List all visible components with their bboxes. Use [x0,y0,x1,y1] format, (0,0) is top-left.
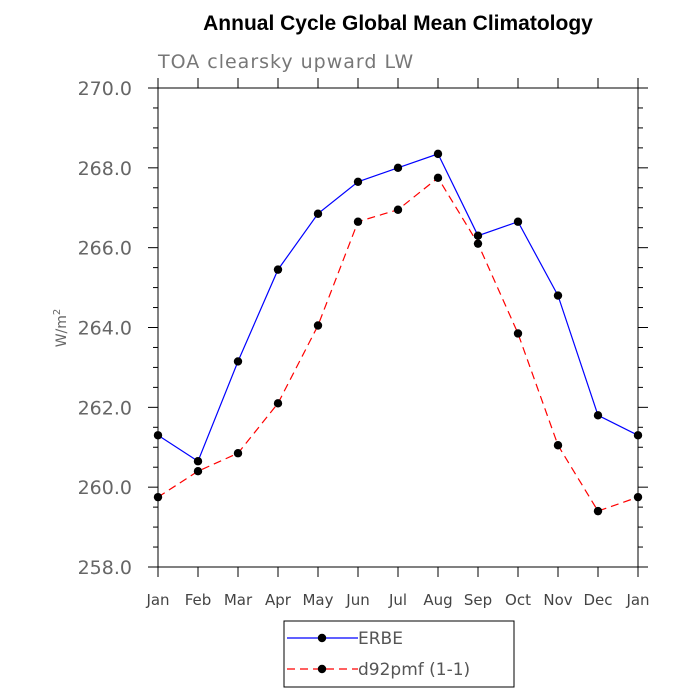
legend-marker-2 [317,664,327,674]
y-tick-label: 258.0 [78,557,132,579]
plot-frame [157,87,639,568]
x-tick-label: Jan [145,591,169,609]
data-point [193,467,203,476]
legend-label-2: d92pmf (1-1) [358,660,470,680]
x-tick-label: Apr [265,591,292,609]
series-line-1 [157,153,639,463]
data-point [513,217,523,226]
x-tick-label: May [302,591,333,609]
legend-label-1: ERBE [358,629,403,649]
y-axis-label-superscript: 2 [52,309,63,315]
data-point [273,399,283,408]
data-point [473,231,483,240]
y-tick-label: 270.0 [78,78,132,100]
data-point [553,441,563,450]
data-point [233,449,243,458]
x-tick-label: Mar [224,591,253,609]
data-point [393,163,403,173]
data-point [353,177,363,187]
chart-title: Annual Cycle Global Mean Climatology [203,12,593,35]
y-axis-label-text: W/m [54,315,70,347]
legend-box [283,620,515,688]
x-tick-label: Nov [543,591,572,609]
data-point [313,209,323,218]
data-point [393,205,403,214]
x-tick-label: Dec [583,591,612,609]
x-tick-label: Oct [505,591,531,609]
data-point [313,321,323,330]
y-tick-label: 260.0 [78,477,132,499]
data-point [633,431,643,440]
x-tick-label: Feb [185,591,212,609]
x-tick-label: Jun [345,591,369,609]
y-axis-label: W/m2 [52,309,70,348]
data-point [593,506,603,516]
legend-marker-1 [317,633,327,643]
data-point [233,357,243,366]
x-tick-label: Sep [464,591,492,609]
data-point [193,457,203,466]
data-point [353,217,363,226]
data-point [633,492,643,502]
data-point [153,431,163,440]
series-line-2 [157,176,639,512]
y-tick-label: 268.0 [78,158,132,180]
y-tick-label: 262.0 [78,397,132,419]
data-point [473,239,483,248]
x-tick-label: Jul [388,591,407,609]
y-tick-label: 264.0 [78,318,132,340]
x-tick-label: Aug [423,591,452,609]
data-point [153,492,163,502]
data-point [433,173,443,183]
legend: ERBE d92pmf (1-1) [283,620,515,688]
axes: 258.0 260.0 262.0 264.0 266.0 268.0 270.0 Jan Fe… [78,78,650,609]
chart-subtitle: TOA clearsky upward LW [157,51,414,73]
data-point [273,265,283,274]
data-point [513,329,523,338]
series-layer [153,149,643,516]
data-point [553,291,563,300]
x-tick-label: Jan [625,591,649,609]
data-point [593,411,603,420]
data-point [433,149,443,159]
y-tick-label: 266.0 [78,238,132,260]
